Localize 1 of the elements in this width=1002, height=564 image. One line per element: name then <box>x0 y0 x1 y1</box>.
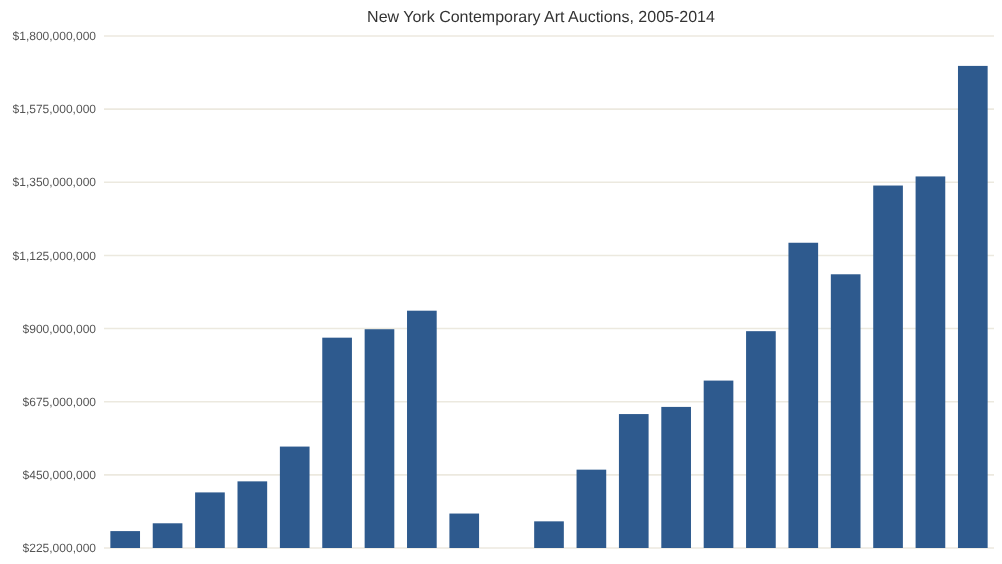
chart-title: New York Contemporary Art Auctions, 2005-2014 <box>367 8 716 26</box>
